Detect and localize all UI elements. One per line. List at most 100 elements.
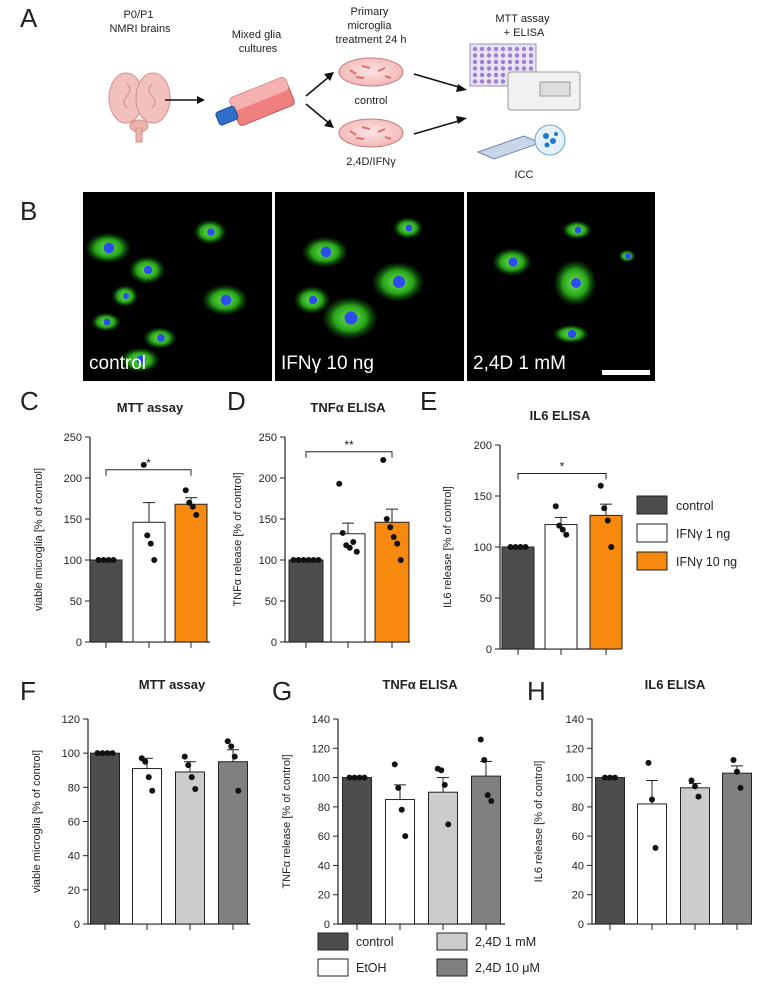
data-point — [185, 762, 192, 769]
legend-bottom: control EtOH 2,4D 1 mM 2,4D 10 μM — [317, 932, 540, 977]
mtt-elisa-line-2: + ELISA — [504, 27, 545, 39]
chart-g: TNFα ELISA 0 20 40 60 80 100 120 140 TNFα release… — [281, 677, 505, 931]
micrograph-panel: IFNγ 10 ng — [275, 192, 464, 381]
plate-well — [507, 66, 513, 71]
data-point — [290, 557, 297, 563]
data-point — [105, 557, 112, 563]
legend-label: IFNγ 1 ng — [676, 527, 730, 541]
y-tick-label: 120 — [62, 714, 80, 726]
plate-well — [493, 72, 499, 78]
data-point — [188, 774, 195, 781]
arrow-3a-head — [456, 84, 467, 92]
panel-letter-f: F — [20, 676, 36, 706]
arrow-2a-head — [324, 72, 334, 81]
legend-swatch — [636, 523, 668, 543]
data-point — [149, 787, 156, 794]
y-tick-label: 120 — [566, 743, 584, 755]
cell-nucleus — [157, 334, 165, 342]
micrograph-image — [83, 192, 272, 381]
arrow-3a — [413, 73, 463, 89]
y-tick-label: 50 — [70, 596, 82, 608]
bar — [471, 775, 501, 925]
significance-label: * — [560, 460, 565, 474]
y-tick-label: 0 — [271, 637, 277, 649]
data-point — [142, 758, 149, 765]
plate-well — [507, 53, 513, 58]
data-point — [612, 774, 618, 781]
legend-swatch — [436, 958, 468, 977]
y-tick-label: 150 — [64, 514, 82, 526]
data-point — [228, 743, 235, 750]
micrograph-row: control IFNγ 10 ng 2,4D 1 mM — [83, 192, 655, 381]
arrow-3b-head — [456, 116, 467, 124]
chart-c: MTT assay 0 50 100 150 200 250 viable microglia… — [33, 400, 210, 649]
data-point — [559, 526, 566, 533]
data-point — [445, 821, 452, 828]
data-point — [300, 557, 307, 563]
micrograph-label: control — [89, 353, 146, 374]
panel-letter-g: G — [272, 676, 292, 706]
plate-well — [500, 72, 506, 78]
glia-text: Mixed glia cultures — [232, 29, 285, 55]
bar — [595, 777, 625, 925]
primary-line-1: Primary — [351, 6, 389, 18]
chart-title: TNFα ELISA — [382, 677, 458, 692]
chart-f: MTT assay 0 20 40 60 80 100 120 viable microglia… — [31, 677, 250, 931]
plate-well — [500, 79, 506, 84]
data-point — [336, 480, 343, 487]
data-point — [235, 787, 242, 794]
primary-text: Primary microglia treatment 24 h — [336, 6, 407, 46]
bar — [288, 559, 324, 643]
plate-well — [528, 66, 534, 71]
data-point — [193, 511, 200, 518]
data-point — [394, 540, 401, 547]
y-tick-label: 250 — [259, 432, 277, 444]
y-tick-label: 140 — [312, 714, 330, 726]
chart-h: IL6 ELISA 0 20 40 60 80 100 120 140 IL6 release [… — [533, 677, 752, 931]
plate-well — [479, 79, 485, 84]
bar — [132, 521, 166, 643]
arrow-1-head — [197, 96, 205, 104]
plate-well — [528, 59, 534, 65]
data-point — [692, 783, 698, 790]
plate-well — [507, 59, 513, 65]
bar — [374, 521, 410, 643]
micrograph-panel: control — [83, 192, 272, 381]
panel-letter-h: H — [527, 676, 546, 706]
data-point — [397, 557, 404, 563]
data-point — [147, 540, 154, 547]
plate-well — [486, 72, 492, 78]
brains-line-2: NMRI brains — [109, 23, 171, 35]
cell-nucleus — [143, 265, 153, 275]
y-axis-label: viable microglia [% of control] — [33, 468, 45, 611]
y-axis-label: IL6 release [% of control] — [442, 486, 454, 608]
bar — [132, 768, 162, 925]
y-axis-label: TNFα release [% of control] — [281, 754, 293, 888]
data-point — [145, 774, 152, 781]
data-point — [391, 761, 398, 768]
data-point — [481, 757, 488, 763]
plate-well — [521, 59, 527, 65]
data-point — [477, 736, 484, 743]
data-point — [649, 796, 655, 803]
primary-line-3: treatment 24 h — [336, 34, 407, 46]
plate-well — [493, 66, 499, 71]
data-point — [402, 833, 409, 840]
data-point — [104, 750, 111, 757]
primary-line-2: microglia — [347, 20, 392, 32]
panel-letter-b: B — [20, 196, 37, 226]
plate-well — [493, 53, 499, 58]
data-point — [99, 750, 106, 757]
arrow-3b — [413, 119, 463, 135]
plate-well — [507, 46, 513, 52]
plate-well — [493, 59, 499, 65]
bar — [501, 546, 535, 650]
data-point — [484, 792, 491, 799]
plate-well — [479, 66, 485, 71]
y-tick-label: 100 — [312, 773, 330, 785]
y-tick-label: 50 — [265, 596, 277, 608]
cell-nucleus — [220, 294, 232, 306]
cell-nucleus — [103, 318, 111, 326]
bar — [385, 799, 415, 925]
data-point — [140, 461, 147, 468]
